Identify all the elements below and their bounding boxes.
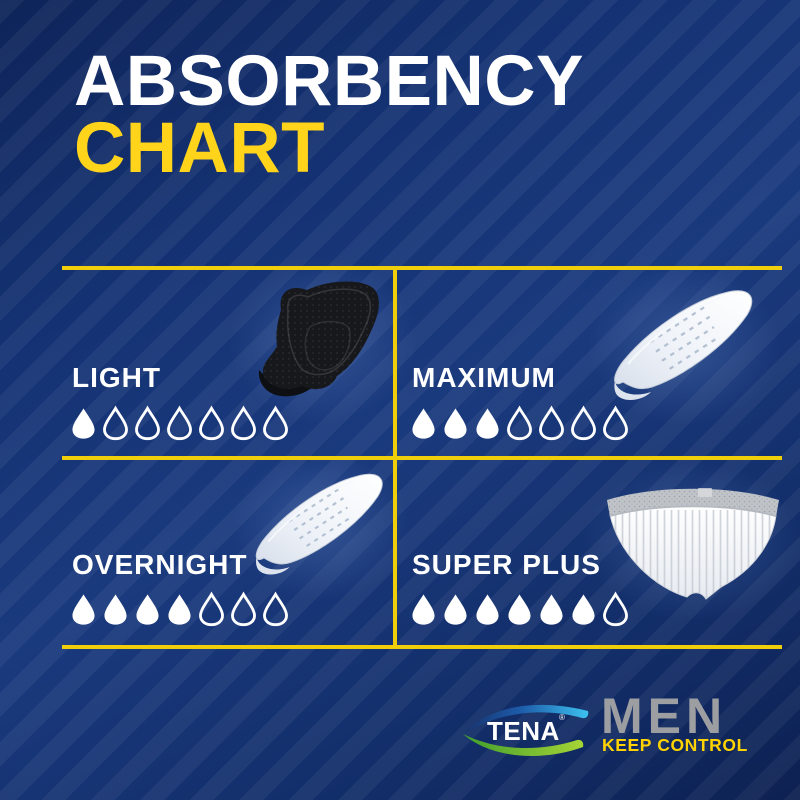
product-label-overnight: OVERNIGHT <box>72 549 248 580</box>
brand-men-text: MEN <box>601 688 728 744</box>
drop-filled-icon <box>476 594 499 625</box>
brand-tagline-text: KEEP CONTROL <box>602 735 748 755</box>
drop-filled-icon <box>508 594 531 625</box>
product-label-maximum: MAXIMUM <box>412 362 556 393</box>
registered-mark: ® <box>559 713 565 722</box>
drop-empty-icon <box>263 405 288 441</box>
tena-green-swoosh-icon <box>463 734 584 756</box>
drop-filled-icon <box>476 408 499 439</box>
drop-empty-icon <box>603 591 628 627</box>
page-title-line1: ABSORBENCY <box>74 42 584 121</box>
drop-filled-icon <box>136 594 159 625</box>
absorbency-drops-maximum <box>410 405 629 442</box>
light-black-pad-image <box>258 281 379 397</box>
maximum-white-pad-image <box>614 290 753 401</box>
drop-empty-icon <box>167 405 192 441</box>
drop-empty-icon <box>199 591 224 627</box>
tena-logo-text: TENA <box>487 716 560 746</box>
drop-filled-icon <box>444 594 467 625</box>
drop-empty-icon <box>507 405 532 441</box>
drop-filled-icon <box>572 594 595 625</box>
drop-filled-icon <box>168 594 191 625</box>
drop-empty-icon <box>231 405 256 441</box>
drop-empty-icon <box>231 591 256 627</box>
drop-empty-icon <box>199 405 224 441</box>
page-title-line2: CHART <box>74 109 325 188</box>
absorbency-drops-super-plus <box>410 591 629 628</box>
product-label-light: LIGHT <box>72 362 161 393</box>
drop-empty-icon <box>539 405 564 441</box>
product-label-super-plus: SUPER PLUS <box>412 549 601 580</box>
drop-filled-icon <box>72 408 95 439</box>
divider-vertical-line <box>393 266 397 649</box>
drop-filled-icon <box>444 408 467 439</box>
overnight-white-pad-image <box>255 473 383 575</box>
drop-empty-icon <box>603 405 628 441</box>
tena-logo: TENA ® <box>463 704 589 756</box>
drop-filled-icon <box>72 594 95 625</box>
drop-empty-icon <box>103 405 128 441</box>
super-plus-underwear-image <box>607 488 779 600</box>
drop-filled-icon <box>540 594 563 625</box>
drop-filled-icon <box>412 594 435 625</box>
divider-bottom-line <box>62 645 782 649</box>
drop-empty-icon <box>263 591 288 627</box>
tena-blue-swoosh-icon <box>463 704 589 734</box>
divider-top-line <box>62 266 782 270</box>
absorbency-drops-overnight <box>70 591 289 628</box>
page-title: ABSORBENCY CHART <box>74 42 584 188</box>
drop-empty-icon <box>571 405 596 441</box>
absorbency-drops-light <box>70 405 289 442</box>
drop-filled-icon <box>104 594 127 625</box>
divider-middle-line <box>62 456 782 460</box>
drop-empty-icon <box>135 405 160 441</box>
drop-filled-icon <box>412 408 435 439</box>
